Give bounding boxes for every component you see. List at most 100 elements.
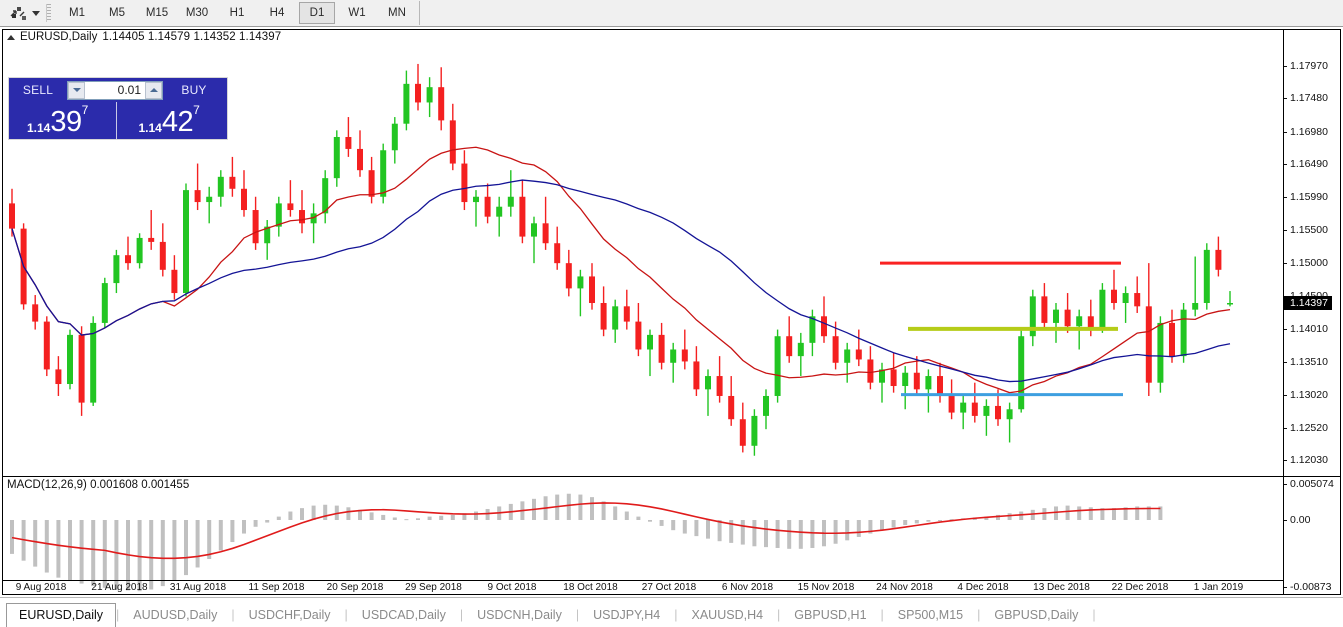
candle [797,332,804,377]
candle [1203,243,1210,310]
sell-price-button[interactable]: 1.14 39 7 [9,102,116,139]
candle [299,190,305,234]
volume-input[interactable]: 0.01 [85,81,145,99]
toolbar-grip[interactable] [46,4,51,22]
candle [937,362,943,403]
timeframe-m30[interactable]: M30 [185,7,209,19]
trade-panel-header: SELL 0.01 BUY [9,78,227,102]
chevron-down-icon[interactable] [32,10,40,16]
candle [310,203,317,244]
macd-histogram-bar [1077,506,1082,521]
candle [333,130,340,187]
timeframe-mn[interactable]: MN [388,7,406,19]
macd-histogram-bar [462,513,467,521]
volume-decrease-button[interactable] [68,81,85,99]
candle [461,150,468,211]
candle [264,219,271,260]
candle [705,369,711,416]
macd-histogram-bar [578,494,583,521]
candle [1134,276,1141,313]
buy-button-label[interactable]: BUY [181,83,207,97]
candle [913,356,920,396]
timeframe-m1[interactable]: M1 [69,7,85,19]
candle [1145,263,1152,396]
candle [415,63,421,111]
macd-histogram-bar [891,520,896,528]
tab-xauusd-h4[interactable]: XAUUSD,H4 [691,608,764,622]
tab-audusd-daily[interactable]: AUDUSD,Daily [133,608,218,622]
candle [275,196,282,237]
macd-histogram-bar [485,508,490,521]
macd-histogram-bar [798,520,803,549]
buy-price-big: 42 [161,106,194,138]
macd-histogram-bar [752,520,757,547]
price-tick-1.16980: 1.16980 [1284,126,1328,138]
candle [438,67,445,131]
macd-plot[interactable] [3,477,1283,594]
buy-price-button[interactable]: 1.14 42 7 [115,102,228,139]
timeframe-h4[interactable]: H4 [269,7,285,19]
candle [554,226,561,270]
timeframe-h1[interactable]: H1 [229,7,245,19]
candle [113,249,120,294]
tab-gbpusd-h1[interactable]: GBPUSD,H1 [794,608,867,622]
volume-increase-button[interactable] [145,81,162,99]
candle [287,180,294,217]
candle [252,196,259,250]
one-click-trading-panel[interactable]: SELL 0.01 BUY 1.14 39 7 1.14 42 7 [8,77,228,140]
timeframe-m5[interactable]: M5 [109,7,125,19]
macd-histogram-bar [276,516,281,521]
tab-gbpusd-daily[interactable]: GBPUSD,Daily [994,608,1079,622]
tab-separator: | [116,608,120,622]
candle [902,366,909,410]
timeframe-m15[interactable]: M15 [145,7,169,19]
macd-scale[interactable]: 0.005074 0.00 -0.00873 [1283,477,1340,594]
candle [612,299,619,343]
sell-button-label[interactable]: SELL [22,83,54,97]
tab-separator: | [459,608,464,622]
price-chart-plot[interactable] [3,47,1283,476]
macd-tick-0.005074: 0.005074 [1284,478,1334,490]
macd-histogram-bar [44,520,49,573]
candle [449,103,456,171]
time-scale[interactable]: 9 Aug 2018 21 Aug 2018 31 Aug 2018 11 Sep 2… [3,580,1283,594]
sell-price-prefix: 1.14 [27,121,51,135]
volume-stepper[interactable]: 0.01 [67,80,163,100]
tab-sp500-m15[interactable]: SP500,M15 [897,608,964,622]
tab-usdjpy-h4[interactable]: USDJPY,H4 [593,608,661,622]
cursor-tool-group[interactable] [0,1,44,25]
tab-usdcnh-daily[interactable]: USDCNH,Daily [477,608,562,622]
candle [1111,269,1117,310]
candle [542,196,549,250]
collapse-triangle-icon[interactable] [7,35,15,40]
candle [229,156,236,197]
candle [890,352,897,393]
tab-separator: | [777,608,781,622]
timeframe-d1[interactable]: D1 [299,2,335,24]
chart-ohlc-values: 1.14405 1.14579 1.14352 1.14397 [102,31,282,43]
candle [241,170,247,217]
time-label: 22 Dec 2018 [1111,582,1169,593]
candle [716,356,723,403]
macd-histogram-bar [404,519,409,521]
macd-histogram-bar [218,520,223,551]
price-scale[interactable]: 1.17970 1.17480 1.16980 1.16490 1.15990 1.155… [1283,30,1340,476]
macd-histogram-bar [1054,506,1058,521]
macd-tick-0.00: 0.00 [1284,514,1310,526]
chart-window[interactable]: EURUSD,Daily 1.14405 1.14579 1.14352 1.1… [2,29,1341,595]
candle [821,296,827,343]
candle [565,249,572,297]
candle [751,409,758,456]
macd-histogram-bar [160,520,165,587]
candlestick-svg [9,63,1233,456]
timeframe-w1[interactable]: W1 [348,7,366,19]
time-label: 9 Aug 2018 [15,582,67,593]
tab-eurusd-daily[interactable]: EURUSD,Daily [6,603,117,627]
tab-usdchf-daily[interactable]: USDCHF,Daily [248,608,331,622]
crosshair-cursor-icon[interactable] [8,4,28,22]
tab-usdcad-daily[interactable]: USDCAD,Daily [361,608,446,622]
candle [693,346,700,396]
timeframe-strip: M1 M5 M15 M30 H1 H4 D1 W1 MN [57,1,420,25]
macd-histogram-bar [1019,511,1024,521]
price-tick-1.15500: 1.15500 [1284,224,1328,236]
